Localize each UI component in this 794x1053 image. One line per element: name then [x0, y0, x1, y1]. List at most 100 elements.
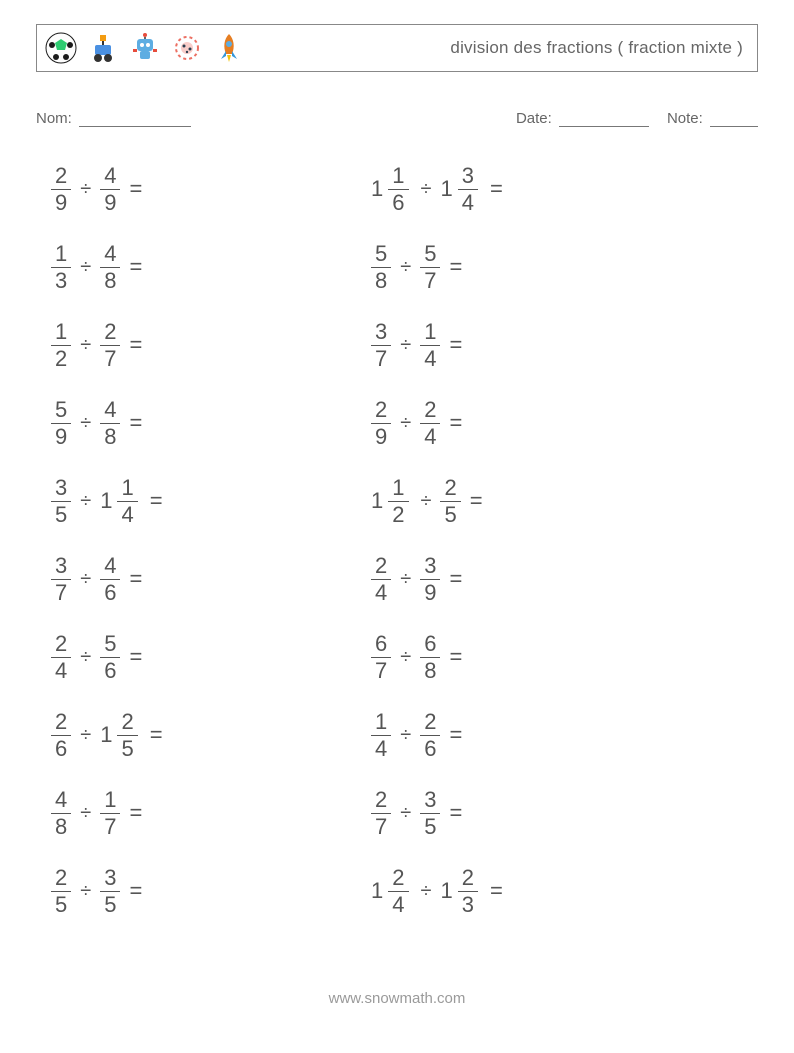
division-operator: ÷: [80, 490, 91, 513]
numerator: 2: [440, 477, 460, 502]
denominator: 3: [51, 268, 71, 292]
numerator: 1: [371, 711, 391, 736]
header-box: division des fractions ( fraction mixte …: [36, 24, 758, 72]
numerator: 1: [388, 477, 408, 502]
division-operator: ÷: [400, 334, 411, 357]
numerator: 4: [100, 399, 120, 424]
equals-sign: =: [129, 566, 142, 592]
equals-sign: =: [449, 410, 462, 436]
denominator: 7: [371, 814, 391, 838]
numerator: 5: [100, 633, 120, 658]
numerator: 3: [420, 789, 440, 814]
fraction: 58: [371, 243, 391, 292]
denominator: 8: [51, 814, 71, 838]
numerator: 5: [51, 399, 71, 424]
problem-row: 14÷26=: [368, 696, 688, 774]
fraction: 29: [371, 399, 391, 448]
numerator: 1: [51, 321, 71, 346]
problem-row: 37÷46=: [48, 540, 368, 618]
problem-row: 48÷17=: [48, 774, 368, 852]
numerator: 4: [100, 555, 120, 580]
whole-part: 1: [371, 488, 383, 514]
numerator: 2: [117, 711, 137, 736]
equals-sign: =: [449, 800, 462, 826]
problem-row: 24÷56=: [48, 618, 368, 696]
mixed-number: 114: [100, 477, 141, 526]
problem-row: 12÷27=: [48, 306, 368, 384]
rocket-icon: [211, 30, 247, 66]
denominator: 4: [420, 424, 440, 448]
fraction: 24: [388, 867, 408, 916]
denominator: 6: [388, 190, 408, 214]
fraction: 37: [371, 321, 391, 370]
denominator: 6: [420, 736, 440, 760]
denominator: 8: [420, 658, 440, 682]
fraction: 25: [51, 867, 71, 916]
fraction: 12: [388, 477, 408, 526]
numerator: 1: [388, 165, 408, 190]
numerator: 4: [100, 165, 120, 190]
numerator: 4: [51, 789, 71, 814]
problem-row: 27÷35=: [368, 774, 688, 852]
header-icons: [43, 30, 247, 66]
name-label: Nom:: [36, 110, 72, 127]
fraction: 24: [420, 399, 440, 448]
numerator: 1: [51, 243, 71, 268]
date-label: Date:: [516, 110, 552, 127]
problems-area: 29÷49=13÷48=12÷27=59÷48=35÷114=37÷46=24÷…: [48, 150, 688, 930]
denominator: 9: [51, 424, 71, 448]
problem-row: 112÷25=: [368, 462, 688, 540]
whole-part: 1: [440, 176, 452, 202]
fraction: 13: [51, 243, 71, 292]
division-operator: ÷: [421, 880, 432, 903]
division-operator: ÷: [80, 646, 91, 669]
fraction: 48: [100, 399, 120, 448]
denominator: 5: [100, 892, 120, 916]
worksheet-title: division des fractions ( fraction mixte …: [450, 38, 743, 58]
fraction: 16: [388, 165, 408, 214]
denominator: 5: [51, 502, 71, 526]
equals-sign: =: [490, 176, 503, 202]
equals-sign: =: [129, 254, 142, 280]
division-operator: ÷: [421, 178, 432, 201]
division-operator: ÷: [400, 412, 411, 435]
denominator: 9: [371, 424, 391, 448]
equals-sign: =: [129, 878, 142, 904]
numerator: 2: [371, 789, 391, 814]
denominator: 9: [420, 580, 440, 604]
fraction: 35: [51, 477, 71, 526]
equals-sign: =: [129, 644, 142, 670]
fraction: 35: [100, 867, 120, 916]
problem-row: 24÷39=: [368, 540, 688, 618]
date-blank: [559, 113, 649, 127]
division-operator: ÷: [80, 802, 91, 825]
denominator: 4: [420, 346, 440, 370]
numerator: 3: [51, 555, 71, 580]
division-operator: ÷: [80, 568, 91, 591]
denominator: 5: [420, 814, 440, 838]
equals-sign: =: [449, 566, 462, 592]
mixed-number: 125: [100, 711, 141, 760]
fraction: 27: [371, 789, 391, 838]
division-operator: ÷: [80, 724, 91, 747]
problem-row: 13÷48=: [48, 228, 368, 306]
numerator: 2: [420, 399, 440, 424]
denominator: 7: [420, 268, 440, 292]
problem-row: 37÷14=: [368, 306, 688, 384]
fraction: 37: [51, 555, 71, 604]
division-operator: ÷: [80, 178, 91, 201]
denominator: 2: [388, 502, 408, 526]
denominator: 4: [371, 736, 391, 760]
fraction: 23: [458, 867, 478, 916]
denominator: 5: [117, 736, 137, 760]
fraction: 49: [100, 165, 120, 214]
mixed-number: 134: [440, 165, 481, 214]
division-operator: ÷: [80, 880, 91, 903]
fraction: 24: [371, 555, 391, 604]
fraction: 25: [440, 477, 460, 526]
denominator: 8: [100, 424, 120, 448]
numerator: 3: [100, 867, 120, 892]
fraction: 57: [420, 243, 440, 292]
denominator: 7: [100, 346, 120, 370]
denominator: 7: [371, 346, 391, 370]
